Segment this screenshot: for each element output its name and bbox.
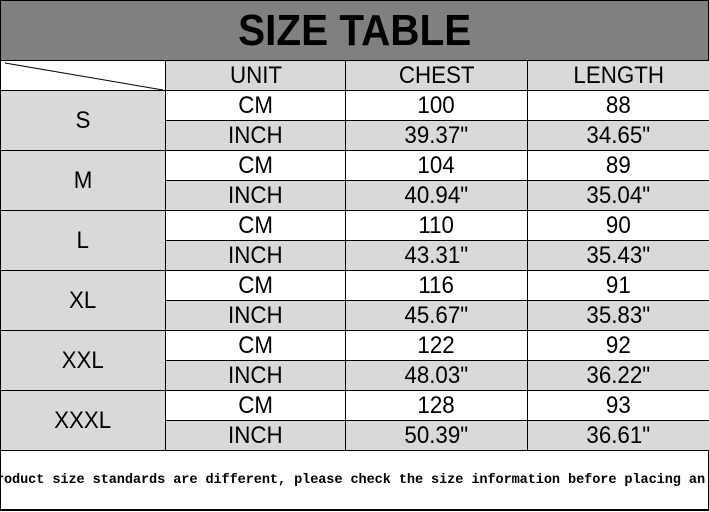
size-label: S <box>0 90 166 151</box>
chest-cell: 50.39" <box>345 420 528 451</box>
length-cell: 91 <box>527 270 709 301</box>
table-row-cm: M CM 104 89 <box>0 150 709 211</box>
size-label: XXL <box>0 330 166 391</box>
table-row-cm: XXXL CM 128 93 <box>0 390 709 451</box>
unit-cell: CM <box>165 390 346 421</box>
chest-cell: 122 <box>345 330 528 361</box>
footer-text: Our product size standards are different… <box>0 472 709 488</box>
chest-cell: 40.94" <box>345 180 528 211</box>
table-row-inch: INCH 43.31" 35.43" <box>1 240 709 271</box>
header-row: UNIT CHEST LENGTH <box>0 60 709 91</box>
length-cell: 90 <box>527 210 709 241</box>
length-cell: 36.61" <box>527 420 709 451</box>
size-label: XL <box>0 270 166 331</box>
unit-cell: CM <box>165 330 346 361</box>
chest-cell: 43.31" <box>345 240 528 271</box>
size-label: M <box>0 150 166 211</box>
header-chest: CHEST <box>345 60 528 91</box>
table-row-inch: INCH 45.67" 35.83" <box>1 300 709 331</box>
footer-note: Our product size standards are different… <box>0 451 709 511</box>
table-row-cm: L CM 110 90 <box>0 210 709 271</box>
header-unit: UNIT <box>165 60 346 91</box>
chest-cell: 128 <box>345 390 528 421</box>
unit-cell: INCH <box>165 120 346 151</box>
table-row-cm: XXL CM 122 92 <box>0 330 709 391</box>
chest-cell: 45.67" <box>345 300 528 331</box>
unit-cell: INCH <box>165 180 346 211</box>
chest-cell: 48.03" <box>345 360 528 391</box>
unit-cell: CM <box>165 150 346 181</box>
diagonal-divider <box>4 62 164 90</box>
unit-cell: CM <box>165 90 346 121</box>
length-cell: 35.04" <box>527 180 709 211</box>
length-cell: 35.43" <box>527 240 709 271</box>
length-cell: 34.65" <box>527 120 709 151</box>
size-table: UNIT CHEST LENGTH S CM 100 88 INCH 39.37" 34.6… <box>0 60 709 451</box>
size-label: XXXL <box>0 390 166 451</box>
page-title: SIZE TABLE <box>237 5 472 55</box>
length-cell: 35.83" <box>527 300 709 331</box>
unit-cell: CM <box>165 210 346 241</box>
header-length: LENGTH <box>527 60 709 91</box>
length-cell: 92 <box>527 330 709 361</box>
unit-cell: INCH <box>165 240 346 271</box>
chest-cell: 39.37" <box>345 120 528 151</box>
unit-cell: INCH <box>165 360 346 391</box>
table-row-inch: INCH 40.94" 35.04" <box>1 180 709 211</box>
chest-cell: 100 <box>345 90 528 121</box>
corner-cell <box>0 60 166 91</box>
length-cell: 36.22" <box>527 360 709 391</box>
length-cell: 88 <box>527 90 709 121</box>
length-cell: 89 <box>527 150 709 181</box>
size-label: L <box>0 210 166 271</box>
unit-cell: INCH <box>165 300 346 331</box>
table-row-cm: S CM 100 88 <box>0 90 709 151</box>
table-row-inch: INCH 50.39" 36.61" <box>1 420 709 451</box>
length-cell: 93 <box>527 390 709 421</box>
chest-cell: 104 <box>345 150 528 181</box>
unit-cell: INCH <box>165 420 346 451</box>
table-row-cm: XL CM 116 91 <box>0 270 709 331</box>
title-bar: SIZE TABLE <box>0 0 709 61</box>
chest-cell: 116 <box>345 270 528 301</box>
chest-cell: 110 <box>345 210 528 241</box>
unit-cell: CM <box>165 270 346 301</box>
